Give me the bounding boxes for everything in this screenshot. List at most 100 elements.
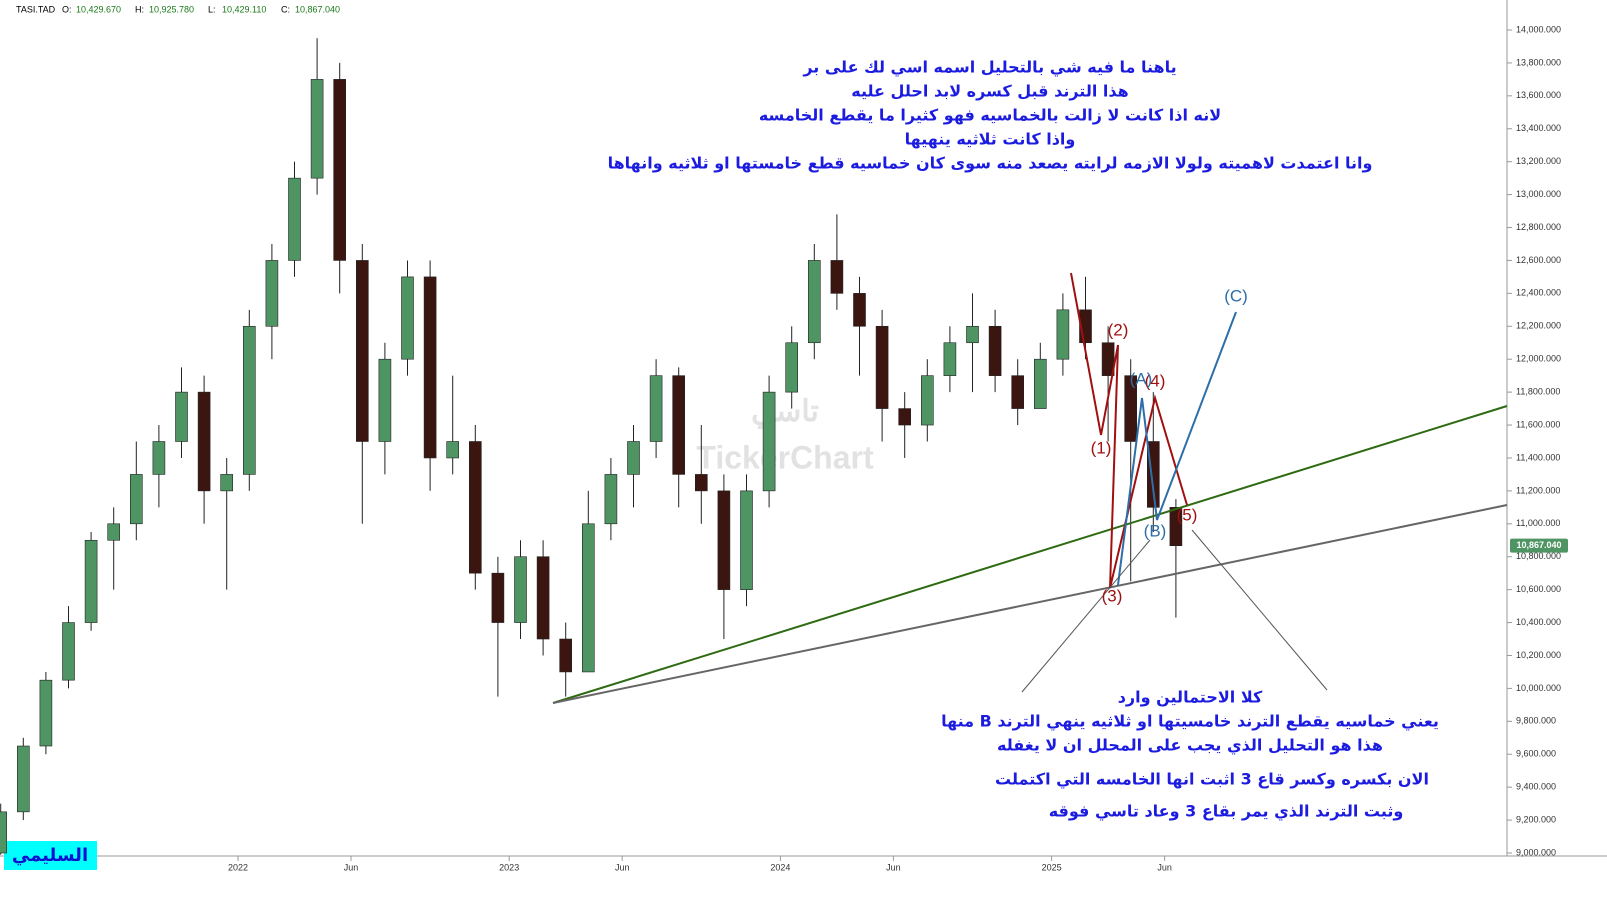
- candle-body: [84, 539, 98, 623]
- candle-body: [807, 260, 821, 344]
- candle-body: [446, 441, 460, 459]
- candle-body: [514, 556, 527, 623]
- last-price-label: 10,867.040: [1516, 540, 1561, 550]
- annotation: واذا كانت ثلاثيه ينهيها: [905, 130, 1076, 149]
- candle-body: [717, 490, 731, 590]
- candle-body: [468, 441, 482, 574]
- wave-label: (C): [1224, 286, 1248, 305]
- wave-label: (B): [1144, 521, 1167, 540]
- y-tick-label: 9,800.000: [1516, 716, 1556, 726]
- x-tick-label: Jun: [344, 862, 359, 872]
- y-tick-label: 12,400.000: [1516, 288, 1561, 298]
- y-tick-label: 10,000.000: [1516, 683, 1561, 693]
- candle-body: [152, 441, 166, 475]
- candle-body: [943, 342, 957, 376]
- y-tick-label: 13,000.000: [1516, 189, 1561, 199]
- annotation: الان بكسره وكسر قاع 3 اثبت انها الخامسه …: [995, 770, 1429, 790]
- author-box: [4, 841, 97, 870]
- candle-body: [16, 745, 30, 813]
- candle-body: [694, 474, 708, 492]
- wave-label: (A): [1130, 369, 1153, 388]
- candle-body: [378, 358, 392, 442]
- candle-body: [785, 342, 799, 393]
- y-tick-label: 9,400.000: [1516, 782, 1556, 792]
- ohlc-field: H:: [135, 4, 144, 14]
- candle-body: [1056, 309, 1070, 360]
- candle-body: [898, 408, 912, 426]
- trendline: [552, 504, 1508, 704]
- arrow: [1191, 529, 1328, 691]
- y-tick-label: 13,800.000: [1516, 57, 1561, 67]
- wave-label: (2): [1108, 320, 1129, 339]
- annotation: يعني خماسيه يقطع الترند خامسيتها او ثلاث…: [941, 712, 1439, 732]
- x-tick-label: 2023: [499, 862, 519, 872]
- candle-body: [288, 177, 301, 261]
- trendline: [552, 405, 1508, 704]
- annotation: وانا اعتمدت لاهميته ولولا الازمه لرايته …: [608, 154, 1373, 173]
- y-tick-label: 12,600.000: [1516, 255, 1561, 265]
- y-tick-label: 10,600.000: [1516, 584, 1561, 594]
- x-tick-label: 2024: [770, 862, 790, 872]
- author: السليمي: [12, 845, 88, 866]
- y-tick-label: 11,600.000: [1516, 419, 1560, 429]
- y-tick-label: 13,200.000: [1516, 156, 1561, 166]
- y-tick-label: 13,400.000: [1516, 123, 1561, 133]
- candle-body: [1034, 358, 1047, 409]
- y-tick-label: 11,200.000: [1516, 485, 1560, 495]
- x-tick-label: Jun: [886, 862, 901, 872]
- wave-line: [1117, 311, 1237, 586]
- x-tick-label: Jun: [1157, 862, 1172, 872]
- candle-body: [243, 325, 256, 475]
- ohlc-field: L:: [208, 4, 216, 14]
- candle-body: [175, 391, 188, 442]
- candle-body: [1169, 507, 1183, 546]
- wave-label: (4): [1145, 371, 1166, 390]
- ohlc-value: 10,925.780: [149, 4, 194, 14]
- wave-label: (3): [1102, 586, 1123, 605]
- y-tick-label: 10,800.000: [1516, 551, 1561, 561]
- candle-body: [0, 811, 7, 854]
- y-tick-label: 12,000.000: [1516, 354, 1561, 364]
- y-tick-label: 11,000.000: [1516, 518, 1560, 528]
- y-tick-label: 9,600.000: [1516, 749, 1556, 759]
- candle-body: [62, 622, 75, 681]
- candle-body: [581, 523, 595, 673]
- candle-body: [1124, 375, 1137, 442]
- watermark: تاسي: [751, 395, 819, 429]
- y-tick-label: 13,600.000: [1516, 90, 1561, 100]
- candle-body: [423, 276, 437, 459]
- y-tick-label: 10,200.000: [1516, 650, 1561, 660]
- candle-body: [966, 325, 979, 344]
- ohlc-field: O:: [62, 4, 72, 14]
- candle-body: [875, 325, 889, 409]
- candle-body: [1101, 342, 1115, 376]
- wave-line: [1070, 272, 1188, 589]
- arrow: [1021, 539, 1151, 693]
- candle-body: [740, 490, 753, 590]
- candle-body: [401, 276, 414, 360]
- annotation: هذا هو التحليل الذي يجب على المحلل ان لا…: [997, 736, 1383, 756]
- candle-body: [220, 474, 233, 492]
- ohlc-value: 10,867.040: [295, 4, 340, 14]
- annotation: لانه اذا كانت لا زالت بالخماسيه فهو كثير…: [759, 106, 1221, 125]
- candle-body: [333, 79, 347, 261]
- candle-body: [559, 638, 573, 673]
- trendlines: [552, 272, 1508, 704]
- y-tick-label: 11,400.000: [1516, 452, 1560, 462]
- y-tick-label: 11,800.000: [1516, 386, 1560, 396]
- wave-label: (1): [1091, 438, 1112, 457]
- candle-body: [265, 260, 279, 327]
- y-tick-label: 12,800.000: [1516, 222, 1561, 232]
- ohlc-value: 10,429.670: [76, 4, 121, 14]
- candle-body: [491, 572, 505, 623]
- watermark: TickerChart: [696, 439, 874, 475]
- candle-body: [672, 375, 686, 475]
- candle-body: [536, 556, 550, 640]
- candle-body: [830, 260, 844, 294]
- ohlc-field: C:: [281, 4, 290, 14]
- x-tick-label: 2022: [228, 862, 248, 872]
- candle-body: [197, 391, 211, 492]
- ohlc-value: 10,429.110: [222, 4, 266, 14]
